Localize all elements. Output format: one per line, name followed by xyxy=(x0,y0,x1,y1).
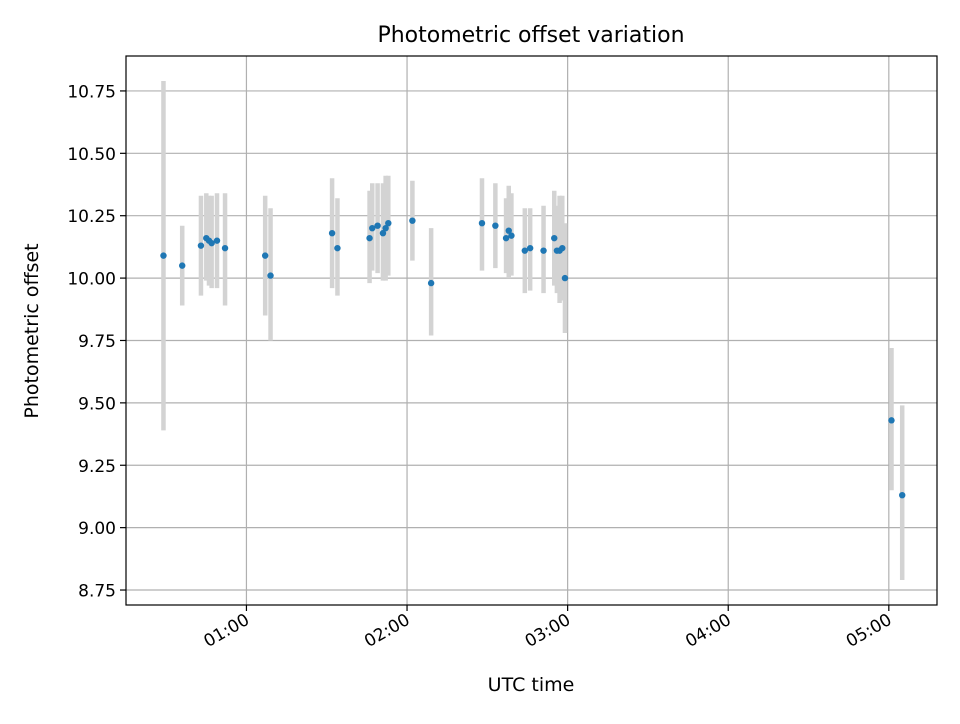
data-point xyxy=(328,229,336,237)
data-point xyxy=(208,239,215,247)
data-point xyxy=(334,244,341,252)
data-point xyxy=(505,227,512,234)
y-tick-label: 9.75 xyxy=(78,332,116,352)
x-axis-label: UTC time xyxy=(488,674,575,696)
data-point xyxy=(369,224,376,232)
data-point xyxy=(267,272,274,279)
data-point xyxy=(540,247,547,254)
data-point xyxy=(526,244,534,252)
y-axis-label: Photometric offset xyxy=(21,243,43,418)
data-point xyxy=(379,229,387,237)
data-point xyxy=(899,492,906,499)
y-tick-label: 10.25 xyxy=(67,207,116,227)
data-point xyxy=(492,222,499,229)
plot-frame xyxy=(125,55,938,606)
data-point xyxy=(221,244,229,252)
data-point xyxy=(888,417,895,424)
data-points xyxy=(160,217,906,499)
data-point xyxy=(382,224,389,232)
y-tick-label: 10.00 xyxy=(67,270,116,290)
data-point xyxy=(374,222,381,229)
data-point xyxy=(160,252,167,259)
data-point xyxy=(366,234,373,242)
chart-title: Photometric offset variation xyxy=(377,23,684,48)
y-tick-label: 10.50 xyxy=(67,145,116,165)
y-tick-label: 9.00 xyxy=(78,519,116,539)
data-point xyxy=(213,237,221,244)
data-point xyxy=(179,262,186,269)
data-point xyxy=(478,219,486,227)
data-point xyxy=(197,242,205,249)
y-tick-label: 9.25 xyxy=(78,457,116,477)
y-axis-ticks: 8.75 9.00 9.25 9.50 9.75 10.00 10.25 10.50 10.75 xyxy=(67,82,126,602)
data-point xyxy=(551,234,558,242)
data-point xyxy=(385,219,392,227)
y-tick-label: 8.75 xyxy=(78,582,116,602)
data-point xyxy=(502,234,510,242)
data-point xyxy=(559,244,566,252)
y-tick-label: 10.75 xyxy=(67,82,116,102)
y-tick-label: 9.50 xyxy=(78,394,116,414)
data-point xyxy=(561,274,569,282)
data-point xyxy=(521,247,529,254)
data-point xyxy=(508,232,515,239)
data-point xyxy=(409,217,416,224)
data-point xyxy=(427,279,435,287)
data-point xyxy=(261,252,269,259)
